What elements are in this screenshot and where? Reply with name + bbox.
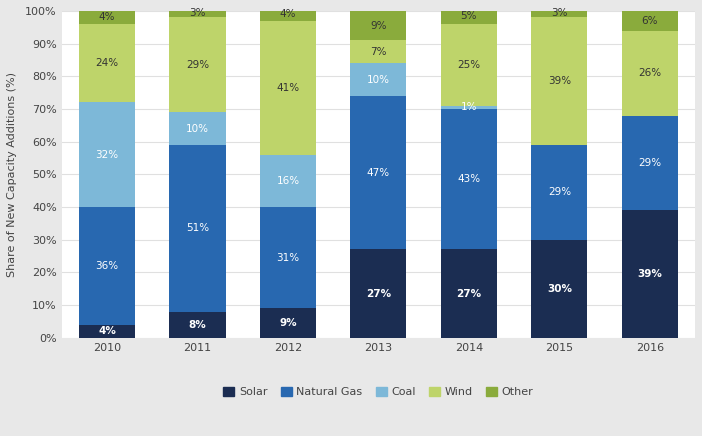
Text: 41%: 41%: [277, 83, 300, 93]
Text: 4%: 4%: [99, 13, 115, 23]
Text: 10%: 10%: [367, 75, 390, 85]
Bar: [622, 116, 678, 210]
Text: 7%: 7%: [370, 47, 387, 57]
Text: 31%: 31%: [277, 252, 300, 262]
Bar: [531, 17, 588, 145]
Text: 29%: 29%: [186, 60, 209, 70]
Bar: [350, 96, 406, 249]
Text: 51%: 51%: [186, 223, 209, 233]
Bar: [531, 145, 588, 240]
Bar: [350, 11, 406, 41]
Text: 9%: 9%: [370, 20, 387, 31]
Text: 24%: 24%: [95, 58, 119, 68]
Bar: [260, 207, 316, 308]
Bar: [169, 112, 225, 145]
Bar: [260, 155, 316, 207]
Text: 43%: 43%: [457, 174, 480, 184]
Bar: [622, 210, 678, 338]
Text: 36%: 36%: [95, 261, 119, 271]
Text: 30%: 30%: [547, 284, 572, 294]
Bar: [441, 24, 497, 106]
Text: 10%: 10%: [186, 123, 209, 133]
Bar: [441, 249, 497, 338]
Bar: [260, 8, 316, 21]
Bar: [260, 308, 316, 338]
Bar: [169, 17, 225, 112]
Bar: [79, 102, 135, 207]
Text: 39%: 39%: [548, 76, 571, 86]
Y-axis label: Share of New Capacity Additions (%): Share of New Capacity Additions (%): [7, 72, 17, 277]
Text: 8%: 8%: [189, 320, 206, 330]
Legend: Solar, Natural Gas, Coal, Wind, Other: Solar, Natural Gas, Coal, Wind, Other: [219, 382, 538, 402]
Bar: [441, 109, 497, 249]
Text: 29%: 29%: [638, 158, 661, 168]
Bar: [531, 8, 588, 17]
Bar: [169, 8, 225, 17]
Bar: [79, 24, 135, 102]
Text: 9%: 9%: [279, 318, 297, 328]
Text: 1%: 1%: [461, 102, 477, 112]
Text: 27%: 27%: [366, 289, 391, 299]
Bar: [79, 207, 135, 325]
Text: 6%: 6%: [642, 16, 658, 26]
Text: 29%: 29%: [548, 187, 571, 198]
Text: 3%: 3%: [190, 7, 206, 17]
Text: 3%: 3%: [551, 7, 568, 17]
Text: 26%: 26%: [638, 68, 661, 78]
Bar: [350, 41, 406, 63]
Bar: [531, 240, 588, 338]
Text: 39%: 39%: [637, 269, 662, 279]
Bar: [622, 31, 678, 116]
Text: 4%: 4%: [98, 326, 116, 336]
Bar: [169, 145, 225, 312]
Bar: [169, 312, 225, 338]
Bar: [79, 11, 135, 24]
Text: 4%: 4%: [279, 9, 296, 19]
Bar: [350, 63, 406, 96]
Bar: [260, 21, 316, 155]
Text: 27%: 27%: [456, 289, 482, 299]
Bar: [441, 8, 497, 24]
Bar: [441, 106, 497, 109]
Text: 16%: 16%: [277, 176, 300, 186]
Text: 32%: 32%: [95, 150, 119, 160]
Bar: [79, 325, 135, 338]
Text: 25%: 25%: [457, 60, 480, 70]
Text: 47%: 47%: [367, 168, 390, 178]
Text: 5%: 5%: [461, 11, 477, 21]
Bar: [350, 249, 406, 338]
Bar: [622, 11, 678, 31]
